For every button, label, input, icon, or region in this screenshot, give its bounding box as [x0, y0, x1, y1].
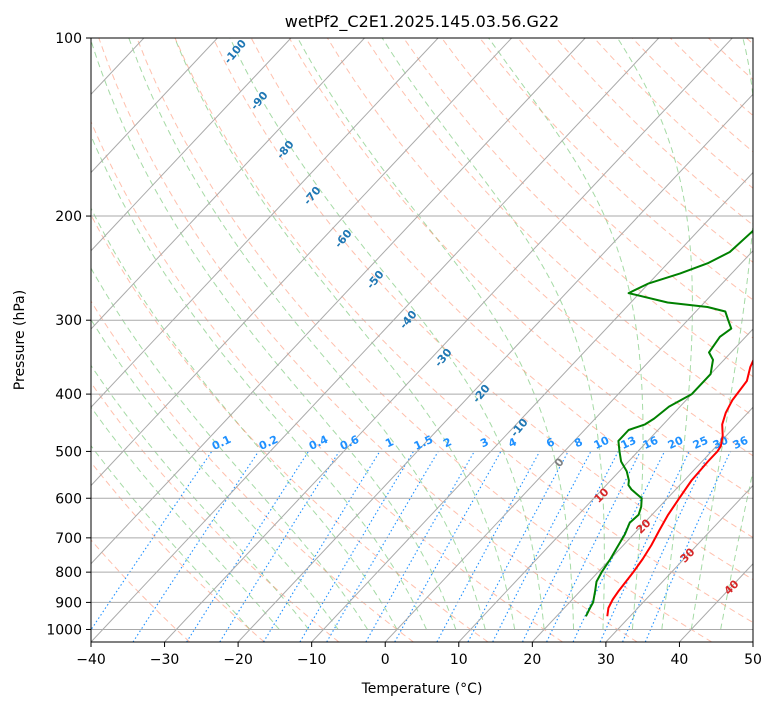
moist-adiabat-line: [91, 406, 280, 630]
y-tick-label: 600: [55, 491, 82, 507]
y-tick-label: 300: [55, 313, 82, 329]
y-tick-label: 800: [55, 565, 82, 581]
y-tick-label: 500: [55, 444, 82, 460]
mixing-ratio-line: [263, 451, 381, 642]
dry-adiabat-line: [136, 38, 713, 642]
x-axis-title: Temperature (°C): [361, 681, 483, 697]
x-tick-label: 0: [381, 652, 390, 668]
x-tick-label: 50: [744, 652, 762, 668]
isotherm-line: [91, 38, 365, 330]
x-tick-label: −20: [223, 652, 253, 668]
isotherms: [91, 38, 753, 642]
dry-adiabat-line: [174, 38, 753, 624]
moist-adiabat-line: [91, 318, 339, 630]
dry-adiabat-line: [91, 120, 563, 642]
isotherm-line: [91, 38, 292, 252]
sounding-series: [585, 229, 753, 617]
isotherm-line: [311, 171, 753, 642]
mixing-ratio-label: 10: [592, 434, 612, 452]
y-tick-label: 700: [55, 531, 82, 547]
isotherm-line: [384, 250, 753, 642]
mixing-ratio-line: [365, 451, 475, 642]
moist-adiabat-line: [229, 38, 545, 630]
plot-area: -100-90-80-70-60-50-40-30-20-1000.1 0.2 0.…: [91, 38, 753, 642]
moist-adiabat-line: [91, 207, 398, 630]
isotherm-line: [91, 38, 513, 487]
isotherm-line: [91, 38, 439, 408]
moist-adiabat-line: [297, 38, 574, 630]
dewpoint-line: [585, 229, 753, 617]
x-tick-label: 30: [597, 652, 615, 668]
pressure-gridlines: [91, 38, 753, 630]
isotherm-line: [237, 93, 753, 642]
isotherm-line: [91, 38, 660, 642]
x-tick-label: 40: [671, 652, 689, 668]
mixing-ratio-label: 16: [641, 434, 661, 452]
moist-adiabat-line: [381, 38, 605, 630]
mixing-ratio-label: 13: [619, 434, 638, 452]
mixing-ratio-line: [622, 451, 711, 642]
moist-adiabat-line: [690, 38, 753, 630]
mixing-ratio-label: 25: [691, 434, 710, 452]
dry-adiabat-line: [91, 539, 191, 642]
moist-adiabat-line: [91, 134, 427, 630]
isotherm-line: [458, 328, 753, 642]
y-axis-title: Pressure (hPa): [12, 290, 28, 390]
x-tick-label: −10: [297, 652, 327, 668]
mixing-ratio-line: [436, 451, 541, 642]
y-tick-label: 200: [55, 209, 82, 225]
isotherm-line: [605, 484, 753, 642]
dry-adiabat-line: [91, 461, 265, 642]
y-axis-ticks: 100 200 300 400 500 600 700 800 900 1000: [46, 31, 91, 638]
y-tick-label: 100: [55, 31, 82, 47]
dry-adiabat-line: [91, 213, 489, 642]
x-tick-label: −30: [150, 652, 180, 668]
mixing-ratio-line: [522, 451, 619, 642]
moist-adiabat-line: [91, 444, 251, 630]
temperature-line: [606, 358, 753, 617]
x-tick-label: −40: [76, 652, 106, 668]
dry-adiabat-line: [98, 38, 638, 642]
mixing-ratio-label: 20: [666, 434, 686, 452]
moist-adiabat-line: [91, 364, 310, 630]
moist-adiabat-line: [720, 469, 753, 630]
moist-adiabat-line: [128, 38, 486, 630]
y-tick-label: 1000: [46, 622, 82, 638]
dry-adiabat-line: [326, 38, 753, 457]
moist-adiabat-line: [488, 38, 644, 630]
y-tick-label: 400: [55, 387, 82, 403]
y-tick-label: 900: [55, 595, 82, 611]
x-tick-label: 10: [450, 652, 468, 668]
moist-adiabat-line: [174, 38, 516, 630]
dry-adiabat-line: [365, 38, 753, 417]
isotherm-line: [91, 38, 218, 174]
moist-adiabat-line: [91, 39, 457, 630]
moist-adiabat-line: [617, 38, 693, 630]
dry-adiabat-line: [212, 38, 753, 581]
isotherm-line: [164, 38, 733, 642]
isotherm-line: [531, 406, 753, 642]
plot-frame: [90, 37, 754, 643]
chart-title: wetPf2_C2E1.2025.145.03.56.G22: [285, 12, 559, 32]
isotherm-line: [91, 38, 586, 565]
dry-adiabat-line: [288, 38, 753, 497]
mixing-ratio-line: [394, 451, 502, 642]
mixing-ratio-line: [186, 451, 309, 642]
mixing-ratio-line: [91, 451, 213, 631]
moist-adiabats: [91, 38, 753, 630]
x-tick-label: 20: [523, 652, 541, 668]
mixing-ratio-label: 36: [731, 434, 751, 452]
x-axis-ticks: −40 −30 −20 −10 0 10 20 30 40 50: [76, 642, 762, 668]
